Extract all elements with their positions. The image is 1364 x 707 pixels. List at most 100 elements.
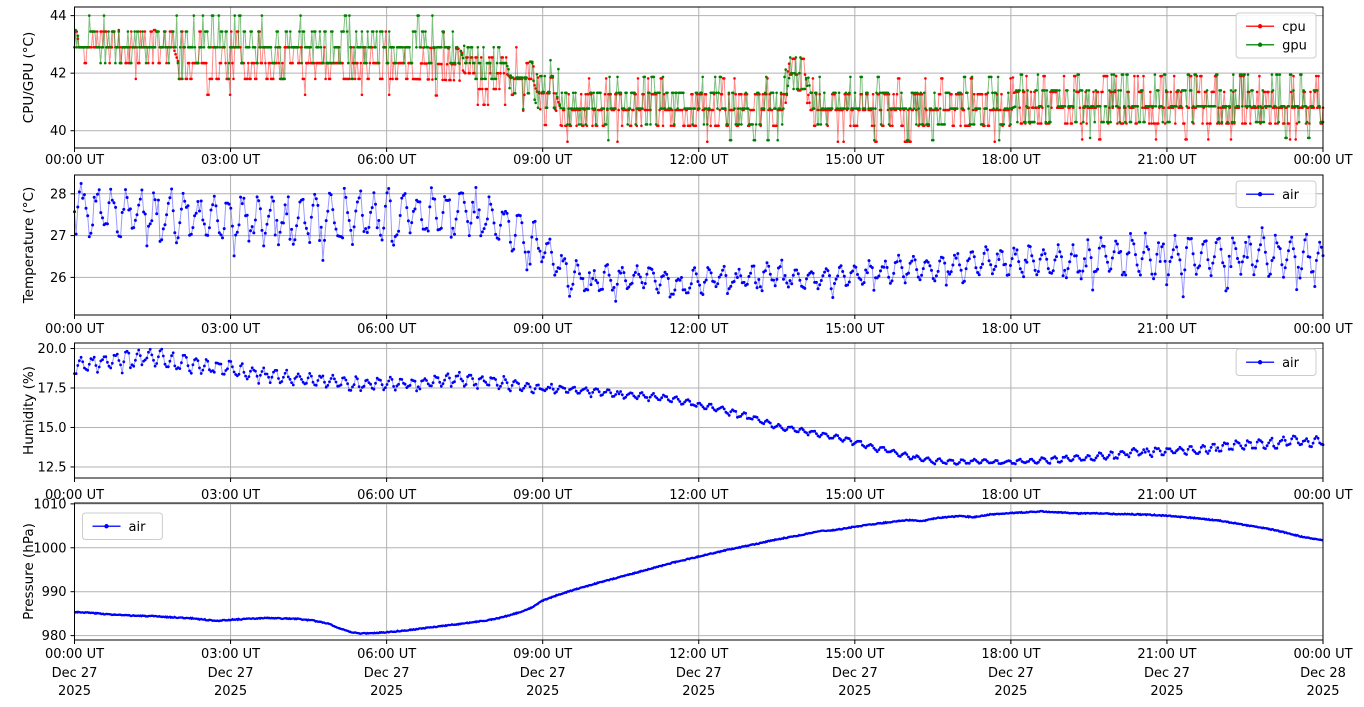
y-tick-label: 1000 (33, 541, 66, 556)
x-tick-label: 21:00 UT (1137, 153, 1196, 168)
legend-label: air (1282, 356, 1300, 371)
x-axis: 00:00 UT 03:00 UT 06:00 UT 09:00 UT 12:00 UT… (45, 148, 1353, 168)
x-tick-label: 15:00 UT (825, 153, 884, 168)
x-tick-year: 2025 (682, 684, 715, 699)
legend-label: air (1282, 188, 1300, 203)
series-air (73, 182, 1325, 303)
x-tick-date: Dec 27 (52, 666, 98, 681)
y-tick-label: 980 (42, 629, 67, 644)
legend-marker (104, 524, 109, 529)
x-tick-year: 2025 (1306, 684, 1339, 699)
x-tick-label: 00:00 UT (45, 322, 104, 337)
x-tick-label: 09:00 UT (513, 153, 572, 168)
series-air-markers (73, 347, 1325, 466)
x-tick-label: 00:00 UT (45, 488, 104, 503)
y-axis: 12.5 15.0 17.5 20.0 (38, 342, 75, 475)
x-tick-label: 06:00 UT (357, 488, 416, 503)
x-tick-label: 03:00 UT (201, 647, 260, 662)
x-tick-label: 00:00 UT (45, 647, 104, 662)
x-axis: 00:00 UT Dec 27 2025 03:00 UT Dec 27 2025 06:0… (45, 640, 1353, 699)
y-tick-label: 44 (50, 9, 67, 24)
x-tick-year: 2025 (994, 684, 1027, 699)
y-axis: 26 27 28 (50, 187, 75, 286)
y-tick-label: 12.5 (38, 460, 67, 475)
y-tick-label: 990 (42, 585, 67, 600)
x-tick-label: 21:00 UT (1137, 488, 1196, 503)
series-air (73, 509, 1324, 636)
x-tick-date: Dec 27 (988, 666, 1034, 681)
legend-label: cpu (1282, 20, 1306, 35)
legend: air (82, 512, 163, 540)
grid (74, 343, 1323, 478)
y-tick-label: 26 (50, 271, 67, 286)
series-air (73, 347, 1325, 466)
legend-marker (1257, 24, 1263, 29)
series-air-markers (73, 182, 1325, 303)
x-tick-label: 09:00 UT (513, 488, 572, 503)
y-tick-label: 42 (50, 67, 67, 82)
y-axis-label-temperature: Temperature (°C) (21, 187, 37, 305)
legend-marker (1257, 192, 1263, 197)
x-tick-label: 03:00 UT (201, 488, 260, 503)
grid (74, 175, 1323, 315)
x-tick-date: Dec 27 (364, 666, 410, 681)
y-axis-label-pressure: Pressure (hPa) (21, 523, 37, 620)
series-gpu (73, 14, 1325, 142)
series-gpu-markers (73, 14, 1325, 142)
panel-temperature: 26 27 28 00:00 UT 03:00 UT 06:00 UT 09:00 UT 12… (21, 174, 1353, 337)
x-tick-label: 21:00 UT (1137, 322, 1196, 337)
x-tick-label: 00:00 UT (1293, 153, 1352, 168)
x-tick-label: 18:00 UT (981, 647, 1040, 662)
legend-label: gpu (1282, 38, 1307, 53)
x-tick-label: 18:00 UT (981, 153, 1040, 168)
y-tick-label: 1010 (33, 497, 66, 512)
x-tick-label: 12:00 UT (669, 322, 728, 337)
y-tick-label: 17.5 (38, 382, 67, 397)
legend: cpu gpu (1235, 12, 1317, 59)
x-tick-label: 12:00 UT (669, 153, 728, 168)
x-tick-year: 2025 (1150, 684, 1183, 699)
x-tick-label: 12:00 UT (669, 647, 728, 662)
x-tick-year: 2025 (526, 684, 559, 699)
y-axis-label-cpu-gpu: CPU/GPU (°C) (21, 32, 37, 123)
legend: air (1235, 180, 1317, 208)
x-tick-year: 2025 (214, 684, 247, 699)
x-tick-year: 2025 (838, 684, 871, 699)
x-tick-label: 09:00 UT (513, 647, 572, 662)
x-axis: 00:00 UT 03:00 UT 06:00 UT 09:00 UT 12:00 UT… (45, 315, 1353, 337)
y-axis-label-humidity: Humidity (%) (21, 366, 37, 455)
legend-marker (1257, 42, 1263, 47)
panel-humidity: 12.5 15.0 17.5 20.0 00:00 UT 03:00 UT 06:00 UT… (21, 342, 1353, 503)
legend-marker (1257, 360, 1263, 365)
panel-cpu-gpu: 40 42 44 00:00 UT 03:00 UT 06:00 UT 09:00 UT 12… (21, 6, 1353, 168)
y-tick-label: 27 (50, 229, 67, 244)
y-tick-label: 20.0 (38, 342, 67, 357)
x-tick-date: Dec 27 (208, 666, 254, 681)
y-axis: 980 990 1000 1010 (33, 497, 75, 644)
x-tick-label: 06:00 UT (357, 322, 416, 337)
y-tick-label: 15.0 (38, 421, 67, 436)
x-tick-label: 06:00 UT (357, 647, 416, 662)
x-tick-date: Dec 28 (1300, 666, 1346, 681)
panel-pressure: 980 990 1000 1010 00:00 UT Dec 27 2025 03:00 UT… (21, 497, 1353, 699)
series-air-line (73, 509, 1324, 636)
x-tick-label: 00:00 UT (1293, 647, 1352, 662)
grid (74, 503, 1323, 640)
x-tick-label: 00:00 UT (1293, 322, 1352, 337)
y-tick-label: 40 (50, 124, 67, 139)
x-tick-label: 03:00 UT (201, 153, 260, 168)
x-tick-label: 21:00 UT (1137, 647, 1196, 662)
x-tick-label: 12:00 UT (669, 488, 728, 503)
x-tick-date: Dec 27 (832, 666, 878, 681)
x-tick-label: 15:00 UT (825, 322, 884, 337)
grid (74, 7, 1323, 148)
legend: air (1235, 348, 1317, 376)
x-tick-year: 2025 (370, 684, 403, 699)
x-tick-label: 06:00 UT (357, 153, 416, 168)
x-tick-date: Dec 27 (520, 666, 566, 681)
x-tick-label: 15:00 UT (825, 488, 884, 503)
x-axis: 00:00 UT 03:00 UT 06:00 UT 09:00 UT 12:00 UT… (45, 478, 1353, 503)
legend-label: air (129, 520, 147, 535)
